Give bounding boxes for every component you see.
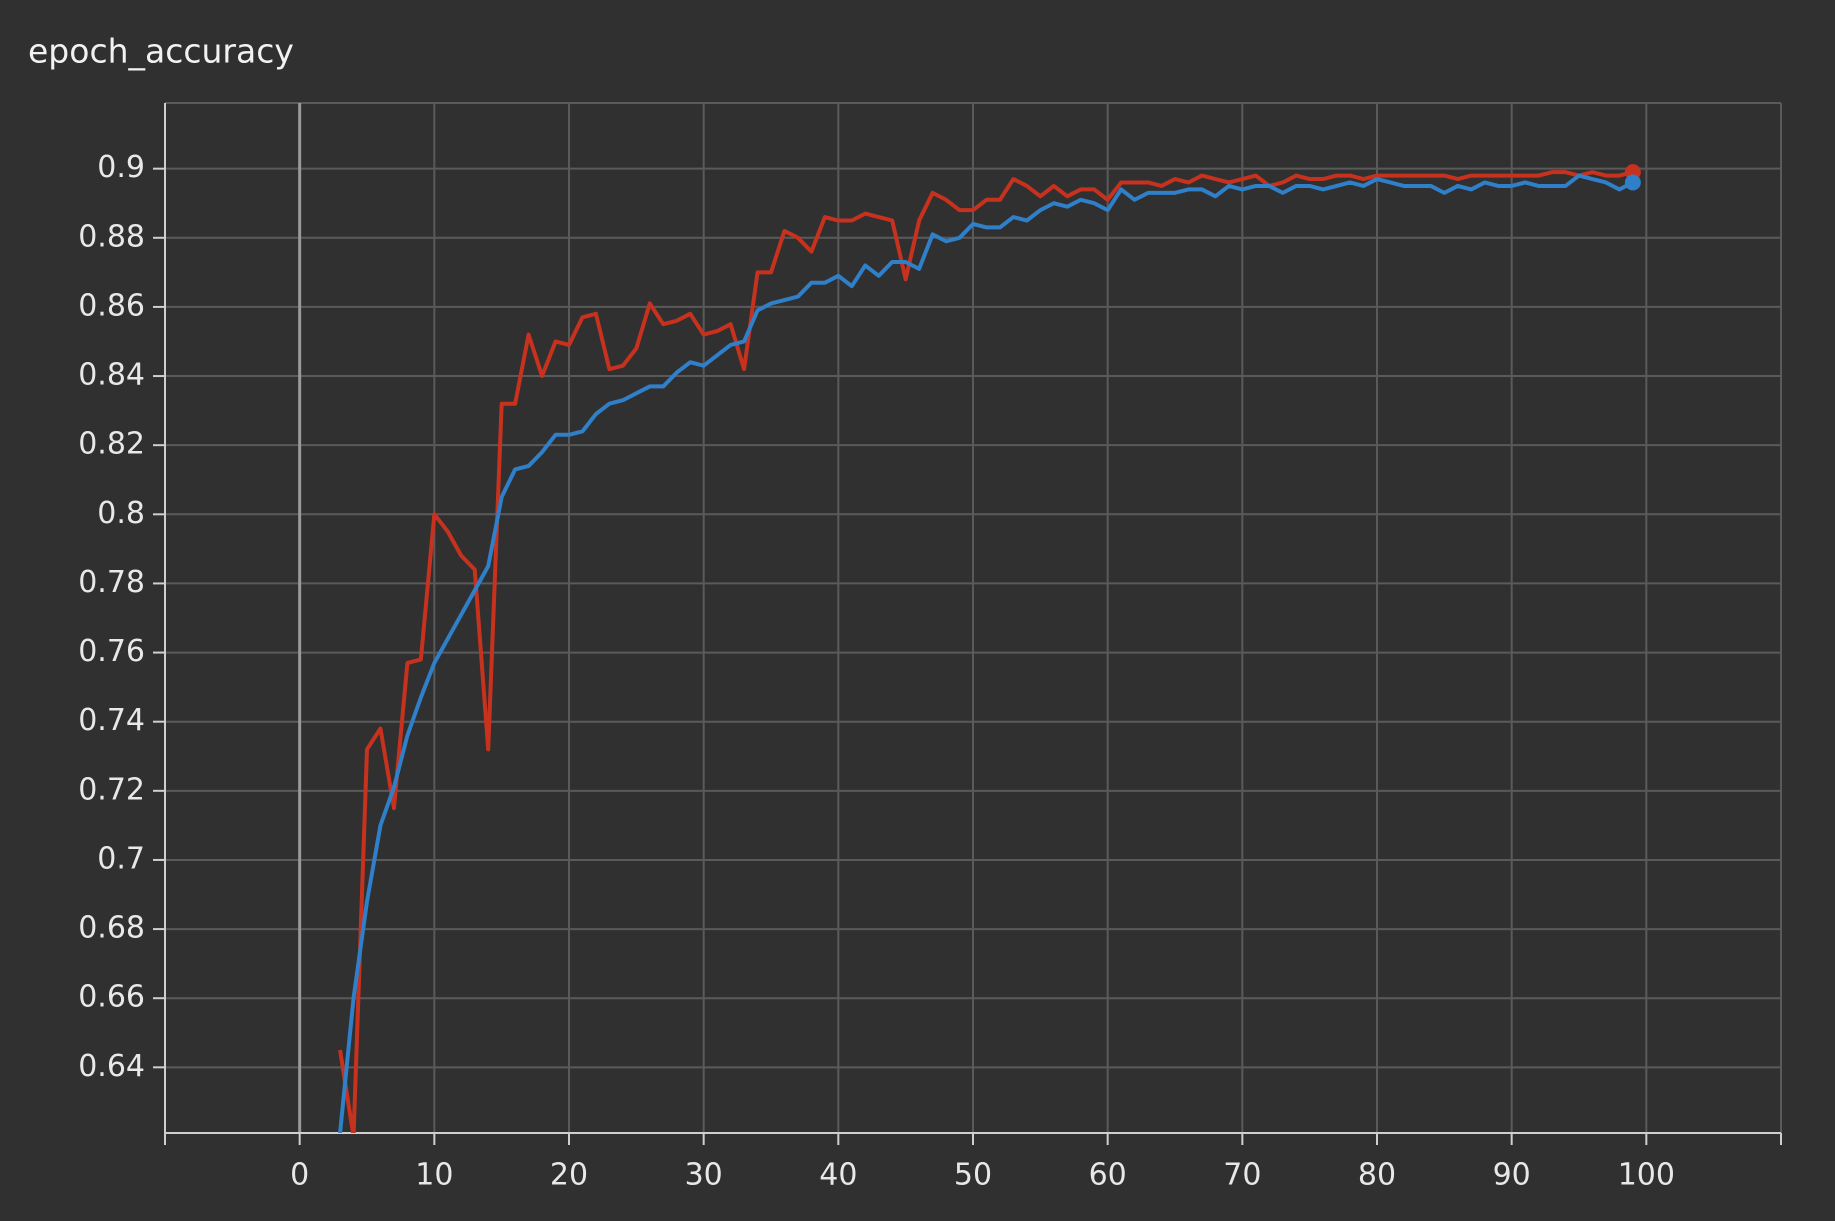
y-tick-label: 0.84 bbox=[78, 358, 145, 393]
y-tick-label: 0.88 bbox=[78, 219, 145, 254]
y-tick-label: 0.86 bbox=[78, 288, 145, 323]
x-tick-label: 30 bbox=[685, 1158, 723, 1193]
x-tick-label: 40 bbox=[819, 1158, 857, 1193]
y-tick-label: 0.74 bbox=[78, 703, 145, 738]
x-tick-label: 80 bbox=[1358, 1158, 1396, 1193]
series-end-marker bbox=[1624, 174, 1641, 191]
series-line bbox=[338, 173, 1634, 1133]
y-tick-label: 0.66 bbox=[78, 980, 145, 1015]
series-line bbox=[338, 170, 1634, 1133]
x-tick-label: 50 bbox=[954, 1158, 992, 1193]
y-tick-label: 0.8 bbox=[97, 496, 145, 531]
y-tick-label: 0.68 bbox=[78, 911, 145, 946]
x-tick-label: 70 bbox=[1223, 1158, 1261, 1193]
x-tick-label: 10 bbox=[415, 1158, 453, 1193]
y-tick-label: 0.9 bbox=[97, 150, 145, 185]
plot-area bbox=[338, 164, 1641, 1133]
x-tick-label: 0 bbox=[290, 1158, 309, 1193]
x-tick-label: 60 bbox=[1089, 1158, 1127, 1193]
y-tick-label: 0.72 bbox=[78, 772, 145, 807]
y-tick-label: 0.7 bbox=[97, 841, 145, 876]
x-tick-label: 100 bbox=[1618, 1158, 1675, 1193]
y-tick-label: 0.82 bbox=[78, 427, 145, 462]
x-tick-label: 20 bbox=[550, 1158, 588, 1193]
y-tick-label: 0.78 bbox=[78, 565, 145, 600]
x-tick-label: 90 bbox=[1493, 1158, 1531, 1193]
chart-title: epoch_accuracy bbox=[28, 32, 294, 71]
y-tick-label: 0.64 bbox=[78, 1049, 145, 1084]
y-tick-label: 0.76 bbox=[78, 634, 145, 669]
